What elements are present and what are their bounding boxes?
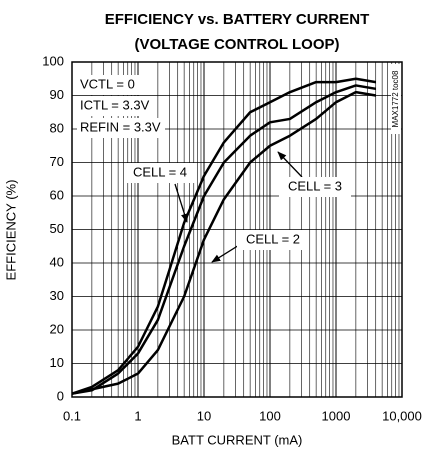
y-axis-label: EFFICIENCY (%) (3, 180, 18, 281)
label-bg (237, 230, 309, 250)
y-tick-label: 100 (42, 53, 64, 68)
label-bg (124, 163, 196, 183)
x-tick-label: 10 (197, 408, 211, 423)
x-tick-label: 1 (134, 408, 141, 423)
series-line (71, 84, 376, 395)
series-line (71, 77, 376, 395)
series-label: CELL = 4 (133, 164, 187, 179)
watermark: MAX1772 toc08 (391, 70, 400, 127)
series-label: CELL = 3 (288, 178, 342, 193)
chart-title: EFFICIENCY vs. BATTERY CURRENT (105, 11, 369, 28)
y-tick-label: 10 (50, 355, 64, 370)
annotation: REFIN = 3.3V (80, 119, 161, 134)
annotation: ICTL = 3.3V (80, 97, 150, 112)
series-line (71, 90, 376, 395)
y-tick-label: 40 (50, 254, 64, 269)
label-bg (279, 177, 351, 197)
x-axis-label: BATT CURRENT (mA) (172, 432, 303, 447)
plot-frame (71, 61, 403, 398)
arrow (174, 183, 189, 223)
annotation-bg (77, 118, 165, 138)
y-tick-label: 20 (50, 321, 64, 336)
x-tick-label: 10,000 (382, 408, 422, 423)
y-tick-label: 0 (57, 388, 64, 403)
annotation: VCTL = 0 (80, 76, 135, 91)
series-label: CELL = 2 (246, 231, 300, 246)
y-tick-label: 30 (50, 288, 64, 303)
arrow (277, 151, 303, 178)
chart-subtitle: (VOLTAGE CONTROL LOOP) (135, 36, 340, 53)
watermark-bg (391, 64, 401, 134)
y-tick-label: 60 (50, 187, 64, 202)
y-tick-label: 50 (50, 221, 64, 236)
x-tick-label: 100 (259, 408, 281, 423)
annotation-bg (77, 96, 157, 116)
y-tick-label: 80 (50, 120, 64, 135)
annotation-bg (77, 75, 139, 95)
y-tick-label: 70 (50, 154, 64, 169)
y-tick-label: 90 (50, 87, 64, 102)
x-tick-label: 1000 (322, 408, 351, 423)
x-tick-label: 0.1 (63, 408, 81, 423)
